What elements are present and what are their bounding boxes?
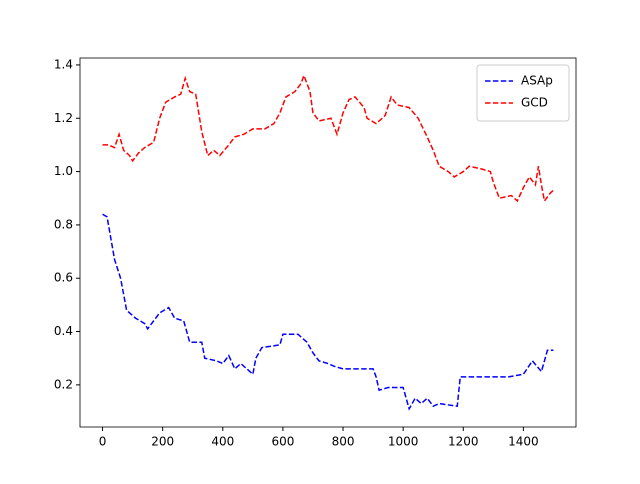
y-tick-label: 0.4 xyxy=(54,324,73,338)
y-tick-label: 1.4 xyxy=(54,57,73,71)
legend-label: GCD xyxy=(521,96,548,110)
x-tick-label: 1400 xyxy=(508,435,539,449)
line xyxy=(102,73,554,203)
legend-box xyxy=(476,64,570,122)
y-tick-label: 1.2 xyxy=(54,111,73,125)
x-tick-label: 200 xyxy=(151,435,174,449)
x-tick-label: 1200 xyxy=(448,435,479,449)
x-tick-label: 800 xyxy=(332,435,355,449)
x-tick-label: 0 xyxy=(99,435,107,449)
x-tick-label: 600 xyxy=(271,435,294,449)
y-tick-label: 1.0 xyxy=(54,164,73,178)
x-tick-label: 1000 xyxy=(388,435,419,449)
y-tick-label: 0.2 xyxy=(54,377,73,391)
plot-frame xyxy=(79,57,577,428)
x-tick-label: 400 xyxy=(211,435,234,449)
y-tick-label: 0.6 xyxy=(54,271,73,285)
y-tick-label: 0.8 xyxy=(54,217,73,231)
legend-label: ASAp xyxy=(521,74,553,88)
line xyxy=(102,213,554,411)
